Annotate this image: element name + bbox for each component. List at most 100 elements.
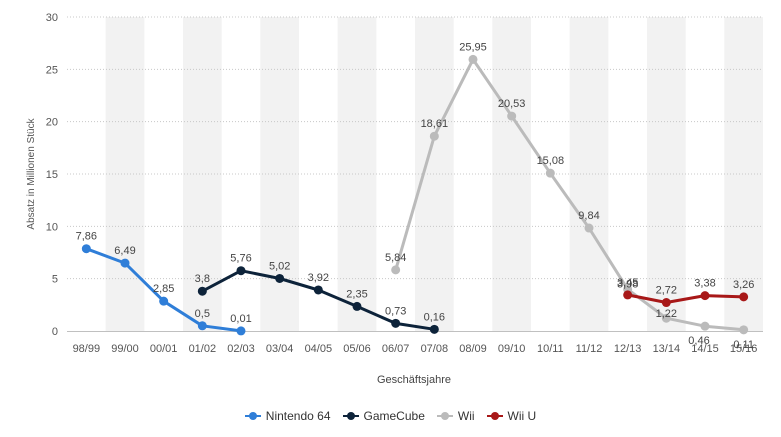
- data-label: 0,5: [195, 308, 210, 320]
- y-axis-ticks: 0 5 10 15 20 25 30: [46, 12, 58, 338]
- data-point: [159, 296, 169, 306]
- data-label: 9,84: [578, 210, 599, 222]
- y-tick-label: 15: [46, 169, 58, 181]
- x-tick-label: 09/10: [498, 343, 526, 355]
- legend-label: Nintendo 64: [265, 409, 331, 423]
- series-line: [626, 293, 746, 304]
- data-point: [661, 298, 671, 308]
- x-tick-label: 11/12: [576, 343, 603, 355]
- data-point: [661, 313, 671, 323]
- legend-item[interactable]: Wii: [436, 409, 475, 423]
- data-point: [700, 291, 710, 301]
- line-chart: 0 5 10 15 20 25 30 98/99 99/00 00/01 01/02 02/03 03…: [26, 12, 763, 386]
- data-point: [391, 265, 401, 275]
- x-tick-label: 14/15: [691, 343, 719, 355]
- data-label: 0,16: [424, 311, 445, 323]
- data-label: 6,49: [114, 245, 135, 257]
- y-tick-label: 10: [46, 221, 58, 233]
- data-point: [236, 266, 246, 276]
- x-tick-label: 03/04: [266, 343, 294, 355]
- data-point: [545, 168, 555, 178]
- data-label: 3,45: [617, 277, 638, 289]
- x-tick-label: 01/02: [189, 343, 217, 355]
- column-band: [337, 17, 377, 331]
- legend-label: Wii: [457, 409, 475, 423]
- data-label: 15,08: [537, 155, 565, 167]
- x-tick-label: 12/13: [614, 343, 642, 355]
- y-tick-label: 30: [46, 12, 58, 24]
- data-label: 3,92: [308, 272, 329, 284]
- data-point: [739, 292, 749, 302]
- data-label: 3,26: [733, 279, 754, 291]
- data-label: 25,95: [459, 41, 487, 53]
- legend-marker-icon: [486, 411, 503, 421]
- y-tick-label: 25: [46, 64, 58, 76]
- data-point: [623, 290, 633, 300]
- data-label: 2,35: [346, 288, 367, 300]
- data-label: 0,11: [733, 339, 754, 351]
- data-label: 5,76: [230, 253, 251, 265]
- data-point: [81, 244, 91, 254]
- legend-marker-icon: [342, 411, 359, 421]
- y-tick-label: 0: [52, 326, 58, 338]
- data-label: 20,53: [498, 98, 526, 110]
- data-label: 1,22: [656, 308, 677, 320]
- legend: Nintendo 64 GameCube Wii Wii U: [0, 409, 781, 424]
- x-tick-label: 04/05: [305, 343, 333, 355]
- legend-label: GameCube: [363, 409, 425, 423]
- data-label: 3,8: [195, 273, 210, 285]
- y-tick-label: 20: [46, 117, 58, 129]
- data-label: 0,73: [385, 305, 406, 317]
- data-label: 0,46: [688, 335, 709, 347]
- data-point: [468, 54, 478, 64]
- x-axis-ticks: 98/99 99/00 00/01 01/02 02/03 03/04 04/05 05/06…: [73, 343, 758, 355]
- data-point: [429, 131, 439, 141]
- x-tick-label: 07/08: [421, 343, 449, 355]
- data-point: [584, 223, 594, 233]
- data-label: 2,72: [656, 285, 677, 297]
- x-tick-label: 08/09: [459, 343, 487, 355]
- x-tick-label: 15/16: [730, 343, 758, 355]
- data-point: [429, 324, 439, 334]
- x-tick-label: 99/00: [111, 343, 139, 355]
- data-point: [197, 321, 207, 331]
- data-label: 18,61: [421, 118, 449, 130]
- legend-label: Wii U: [507, 409, 537, 423]
- x-tick-label: 00/01: [150, 343, 178, 355]
- x-tick-label: 10/11: [537, 343, 564, 355]
- data-point: [313, 285, 323, 295]
- data-point: [739, 325, 749, 335]
- x-tick-label: 05/06: [343, 343, 371, 355]
- data-label: 5,84: [385, 252, 406, 264]
- x-axis-title: Geschäftsjahre: [377, 374, 451, 386]
- series-points: [81, 54, 749, 336]
- data-label: 2,85: [153, 283, 174, 295]
- data-label: 5,02: [269, 260, 290, 272]
- data-point: [275, 273, 285, 283]
- data-point: [700, 321, 710, 331]
- data-labels: 7,86 6,49 2,85 0,5 0,01 3,8 5,76 5,02 3,92 2,35 0,…: [76, 41, 755, 350]
- data-label: 0,01: [230, 313, 251, 325]
- data-label: 7,86: [76, 231, 97, 243]
- data-label: 3,38: [694, 278, 715, 290]
- data-label: 3,98: [617, 278, 638, 290]
- y-axis-title: Absatz in Millionen Stück: [26, 117, 37, 229]
- x-tick-label: 06/07: [382, 343, 410, 355]
- data-point: [236, 326, 246, 336]
- legend-marker-icon: [244, 411, 261, 421]
- legend-item[interactable]: Wii U: [486, 409, 537, 423]
- legend-marker-icon: [436, 411, 453, 421]
- x-tick-label: 13/14: [653, 343, 681, 355]
- data-point: [391, 318, 401, 328]
- column-band: [415, 17, 454, 331]
- y-tick-label: 5: [52, 274, 58, 286]
- data-point: [507, 111, 517, 121]
- data-point: [197, 286, 207, 296]
- legend-item[interactable]: Nintendo 64: [244, 409, 331, 423]
- series-line: [394, 57, 746, 332]
- gridlines: [67, 16, 763, 332]
- data-point: [352, 301, 362, 311]
- data-point: [120, 258, 130, 268]
- legend-item[interactable]: GameCube: [342, 409, 425, 423]
- x-tick-label: 98/99: [73, 343, 101, 355]
